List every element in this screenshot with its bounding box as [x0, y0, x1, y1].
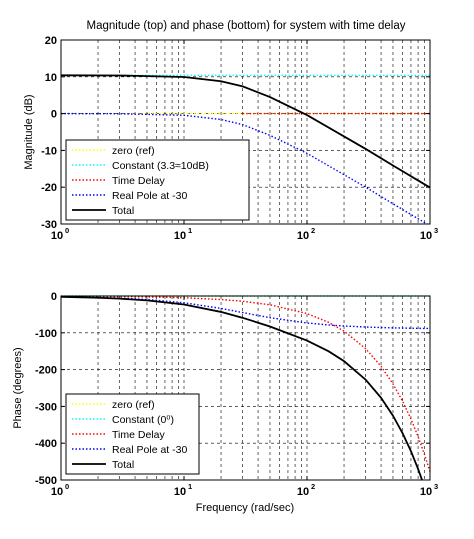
figure-title: Magnitude (top) and phase (bottom) for s… [87, 20, 406, 32]
phase-series-2 [60, 295, 431, 472]
phase-x-tick-exponent: 3 [434, 482, 438, 491]
phase-x-tick-label: 10 [174, 486, 186, 498]
phase-x-axis-label: Frequency (rad/sec) [196, 502, 294, 514]
phase-axes-frame [60, 295, 431, 481]
magnitude-series-4 [60, 74, 431, 189]
magnitude-y-tick-label: 10 [45, 72, 57, 84]
magnitude-x-tick-label: 10 [174, 230, 186, 242]
magnitude-x-tick-label: 10 [51, 230, 63, 242]
magnitude-x-tick-label: 10 [420, 230, 432, 242]
phase-y-tick-label: 0 [51, 291, 57, 303]
phase-legend-box [65, 393, 200, 475]
phase-series-3 [60, 296, 431, 330]
magnitude-legend-label-0: zero (ref) [112, 145, 155, 157]
magnitude-legend-label-4: Total [112, 205, 134, 217]
phase-x-tick-exponent: 0 [65, 482, 69, 491]
phase-grid [61, 296, 430, 480]
phase-legend: zero (ref) Constant (0⁰) Time Delay Real Po… [65, 393, 200, 475]
phase-legend-label-3: Real Pole at -30 [112, 444, 187, 456]
magnitude-axes-frame [60, 39, 431, 225]
phase-x-tick-label: 10 [51, 486, 63, 498]
phase-x-ticks: 10 0 10 1 10 2 10 3 [51, 296, 438, 498]
phase-y-tick-label: -200 [35, 365, 57, 377]
magnitude-legend-label-1: Constant (3.3≈10dB) [112, 160, 209, 172]
phase-y-ticks: 0 -100 -200 -300 -400 -500 [35, 291, 430, 487]
phase-y-tick-label: -400 [35, 438, 57, 450]
magnitude-series [60, 74, 431, 225]
magnitude-legend-label-2: Time Delay [112, 175, 165, 187]
magnitude-y-tick-label: -30 [41, 219, 57, 231]
magnitude-series-3 [60, 112, 428, 225]
magnitude-x-tick-exponent: 1 [188, 226, 192, 235]
magnitude-y-ticks: 20 10 0 -10 -20 -30 [41, 35, 430, 231]
phase-y-tick-label: -300 [35, 401, 57, 413]
magnitude-legend: zero (ref) Constant (3.3≈10dB) Time Delay R… [65, 139, 250, 221]
magnitude-y-axis-label: Magnitude (dB) [23, 94, 35, 169]
phase-legend-label-4: Total [112, 459, 134, 471]
magnitude-x-ticks: 10 0 10 1 10 2 10 3 [51, 40, 438, 242]
magnitude-x-tick-exponent: 3 [434, 226, 438, 235]
phase-legend-label-0: zero (ref) [112, 399, 155, 411]
magnitude-y-tick-label: -20 [41, 182, 57, 194]
phase-series-4 [60, 295, 423, 481]
phase-y-tick-label: -100 [35, 328, 57, 340]
phase-y-tick-label: -500 [35, 475, 57, 487]
phase-x-tick-label: 10 [297, 486, 309, 498]
phase-legend-label-2: Time Delay [112, 429, 165, 441]
phase-y-axis-label: Phase (degrees) [12, 347, 24, 428]
magnitude-y-tick-label: -10 [41, 145, 57, 157]
magnitude-y-tick-label: 20 [45, 35, 57, 47]
magnitude-x-tick-label: 10 [297, 230, 309, 242]
magnitude-x-tick-exponent: 0 [65, 226, 69, 235]
magnitude-legend-label-3: Real Pole at -30 [112, 190, 187, 202]
phase-legend-label-1: Constant (0⁰) [112, 414, 174, 426]
phase-plot: 0-100-200-300-400-500 10 0 10 1 10 2 10 3 Phase… [12, 291, 438, 514]
magnitude-y-tick-label: 0 [51, 109, 57, 121]
phase-x-tick-exponent: 1 [188, 482, 192, 491]
magnitude-x-tick-exponent: 2 [311, 226, 315, 235]
phase-x-tick-label: 10 [420, 486, 432, 498]
phase-x-tick-exponent: 2 [311, 482, 315, 491]
phase-series [60, 295, 431, 481]
